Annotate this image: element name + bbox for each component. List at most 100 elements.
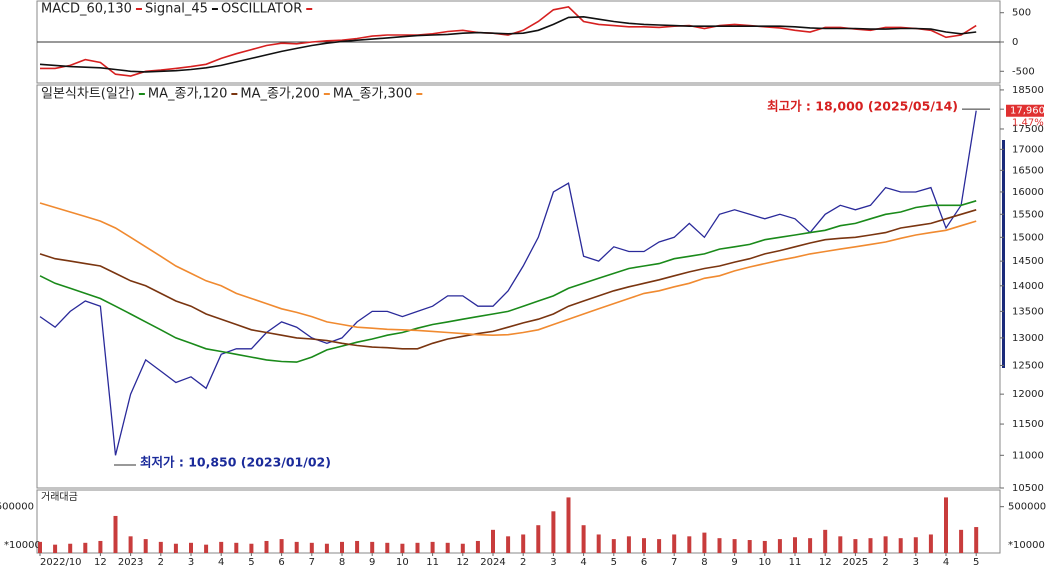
x-tick-label: 11 — [426, 557, 439, 568]
volume-bar — [219, 541, 224, 553]
volume-bar — [928, 534, 933, 553]
volume-bar — [98, 540, 103, 553]
x-tick-label: 5 — [973, 557, 979, 568]
volume-bar — [913, 537, 918, 553]
y-tick-label-left: 500000 — [0, 502, 34, 513]
volume-bar — [83, 542, 88, 553]
price-frame — [36, 84, 1001, 489]
y-tick-label: 17500 — [1012, 124, 1044, 135]
x-tick-label: 7 — [671, 557, 677, 568]
volume-bar — [53, 544, 58, 553]
volume-bar — [400, 543, 405, 553]
volume-bar — [430, 541, 435, 553]
annotation: 최고가 : 18,000 (2025/05/14) — [767, 99, 958, 114]
legend-label: MACD_60,130 — [41, 2, 132, 17]
x-tick-label: 12 — [456, 557, 469, 568]
y-tick-label: 0 — [1012, 37, 1018, 48]
y-tick-label: 12500 — [1012, 360, 1044, 371]
volume-bar — [762, 540, 767, 553]
x-tick-label: 4 — [218, 557, 224, 568]
series-line — [39, 202, 977, 337]
legend-label: MA_종가,300 — [333, 87, 412, 102]
volume-bar — [415, 542, 420, 553]
volume-bar — [898, 538, 903, 553]
legend-label: Signal_45 — [145, 2, 208, 17]
volume-bar — [128, 536, 133, 553]
volume-bar — [823, 529, 828, 553]
legend-label: 일본식차트(일간) — [41, 87, 135, 102]
series-line — [39, 15, 977, 73]
volume-bar — [596, 534, 601, 553]
volume-bar — [113, 515, 118, 553]
volume-bar — [204, 544, 209, 553]
unit-label: *10000 — [4, 540, 41, 551]
x-tick-label: 5 — [248, 557, 254, 568]
volume-bar — [158, 541, 163, 553]
x-tick-label: 2 — [158, 557, 164, 568]
x-tick-label: 3 — [913, 557, 919, 568]
x-tick-label: 4 — [580, 557, 586, 568]
x-tick-label: 2022/10 — [40, 557, 82, 568]
y-tick-label: 500 — [1012, 8, 1031, 19]
volume-bar — [732, 539, 737, 553]
y-tick-label: 12000 — [1012, 389, 1044, 400]
volume-bar — [475, 540, 480, 553]
volume-bar — [944, 497, 948, 553]
volume-bar — [309, 542, 314, 553]
y-tick-label: 13000 — [1012, 333, 1044, 344]
x-tick-label: 7 — [309, 557, 315, 568]
change-label: 1.47% — [1012, 118, 1044, 129]
x-tick-label: 10 — [396, 557, 409, 568]
volume-bar — [611, 539, 616, 553]
x-tick-label: 2025 — [843, 557, 868, 568]
volume-title: 거래대금 — [41, 491, 78, 503]
volume-bar — [355, 540, 360, 553]
y-tick-label: 18500 — [1012, 85, 1044, 96]
volume-bar — [173, 543, 178, 553]
legend-label: OSCILLATOR — [221, 2, 302, 17]
volume-bar — [808, 538, 813, 553]
y-tick-label: 14500 — [1012, 256, 1044, 267]
volume-bar — [868, 538, 873, 553]
x-tick-label: 8 — [701, 557, 707, 568]
x-tick-label: 9 — [731, 557, 737, 568]
volume-bar — [883, 536, 888, 553]
volume-bar — [385, 542, 390, 553]
series-line — [39, 209, 977, 350]
series-line — [39, 110, 977, 456]
y-tick-label: 14000 — [1012, 281, 1044, 292]
volume-bar — [279, 539, 284, 553]
volume-bar — [566, 497, 571, 553]
x-tick-label: 12 — [94, 557, 107, 568]
volume-bar — [626, 536, 631, 553]
x-tick-label: 6 — [641, 557, 647, 568]
volume-bar — [370, 541, 375, 553]
volume-frame — [36, 489, 1001, 554]
x-tick-label: 5 — [611, 557, 617, 568]
legend-label: MA_종가,200 — [240, 87, 319, 102]
x-tick-label: 2 — [520, 557, 526, 568]
y-tick-label: 500000 — [1008, 502, 1046, 513]
x-tick-label: 11 — [789, 557, 802, 568]
volume-bar — [264, 540, 269, 553]
x-tick-label: 2023 — [118, 557, 143, 568]
volume-bar — [506, 536, 511, 553]
series-line — [39, 200, 977, 363]
y-tick-label: 10500 — [1012, 483, 1044, 494]
volume-bar — [959, 529, 964, 553]
x-tick-label: 12 — [819, 557, 832, 568]
last-price-label: 17,960 — [1010, 106, 1045, 117]
volume-bar — [521, 534, 526, 553]
volume-bar — [189, 542, 193, 553]
volume-bar — [687, 536, 692, 553]
volume-bar — [642, 538, 646, 553]
volume-bar — [838, 536, 843, 553]
legend-label: MA_종가,120 — [148, 87, 227, 102]
volume-bar — [551, 511, 556, 553]
volume-bar — [581, 525, 586, 553]
volume-bar — [445, 542, 450, 553]
annotation: 최저가 : 10,850 (2023/01/02) — [140, 454, 331, 469]
volume-bar — [143, 539, 148, 553]
volume-bar — [340, 541, 344, 553]
